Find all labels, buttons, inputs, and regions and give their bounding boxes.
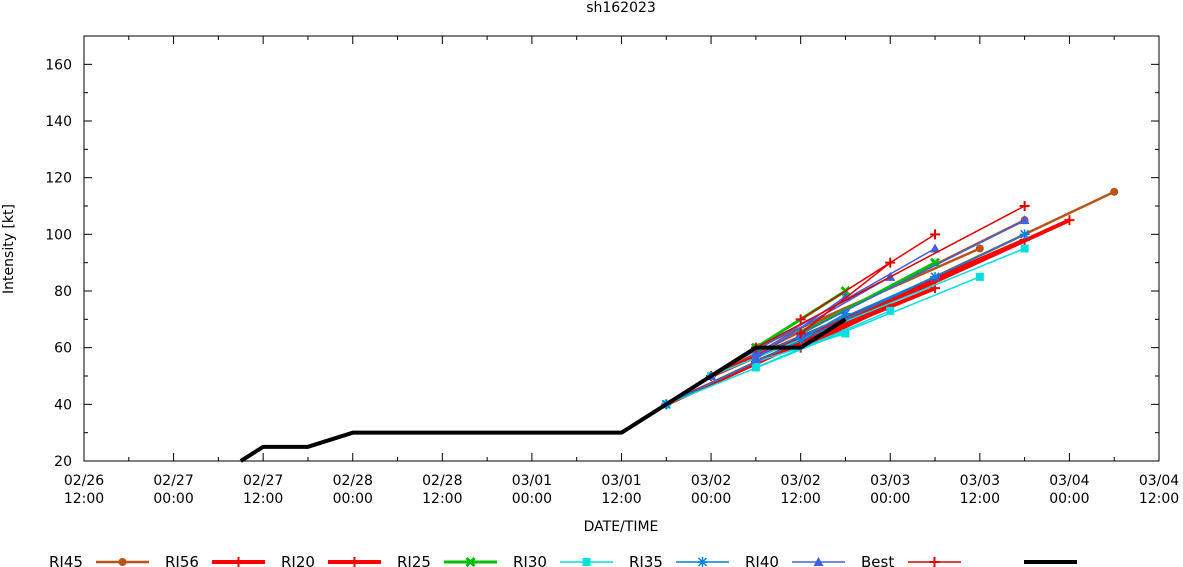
x-tick-label-date: 02/28: [422, 473, 462, 489]
data-point: [750, 354, 761, 363]
forecast-line: [800, 262, 891, 335]
data-point: [1020, 244, 1029, 253]
forecast-line: [755, 310, 891, 369]
forecast-line: [800, 233, 936, 320]
legend-label: RI40: [745, 553, 779, 567]
legend-label: Best: [861, 553, 894, 567]
legend-marker: [697, 557, 708, 567]
data-point: [841, 329, 850, 338]
legend-item: Best: [861, 553, 961, 567]
legend-label: RI45: [49, 553, 83, 567]
y-tick-label: 40: [54, 397, 72, 413]
x-tick-label-time: 12:00: [243, 491, 283, 507]
data-point: [1019, 229, 1030, 240]
x-tick-label-time: 00:00: [153, 491, 193, 507]
x-tick-label-date: 03/04: [1049, 473, 1089, 489]
legend-label: RI30: [513, 553, 547, 567]
data-point: [1064, 215, 1075, 226]
x-tick-label-time: 12:00: [780, 491, 820, 507]
data-point: [1110, 187, 1119, 196]
series-best: [750, 201, 1030, 353]
x-tick-label-time: 12:00: [422, 491, 462, 507]
forecast-line: [710, 247, 1025, 377]
x-tick-label-time: 00:00: [333, 491, 373, 507]
x-tick-label-date: 03/03: [960, 473, 1000, 489]
y-tick-label: 60: [54, 341, 72, 357]
data-point: [751, 363, 760, 372]
data-point: [795, 314, 806, 325]
data-point: [795, 334, 806, 345]
data-point: [930, 229, 941, 240]
data-point: [975, 244, 984, 253]
data-point: [750, 348, 761, 358]
data-point: [975, 272, 984, 281]
data-point: [929, 257, 941, 268]
data-point: [885, 257, 896, 268]
x-tick-label-date: 03/02: [780, 473, 820, 489]
x-tick-label-time: 00:00: [512, 491, 552, 507]
legend-marker: [118, 558, 127, 566]
legend-label: RI35: [629, 553, 663, 567]
x-tick-label-time: 12:00: [601, 491, 641, 507]
x-tick-label-date: 02/26: [64, 473, 104, 489]
x-tick-label-time: 00:00: [870, 491, 910, 507]
y-tick-label: 80: [54, 284, 72, 300]
data-point: [1019, 201, 1030, 211]
y-tick-label: 160: [45, 57, 72, 73]
legend-item: RI25: [397, 553, 497, 567]
x-tick-label-date: 03/01: [601, 473, 641, 489]
best-track-line: [239, 317, 847, 463]
data-point: [930, 271, 941, 282]
data-point: [840, 308, 851, 319]
x-tick-label-date: 02/28: [333, 473, 373, 489]
x-tick-label-date: 03/02: [691, 473, 731, 489]
chart-title: sh162023: [586, 0, 656, 16]
legend: RI45 RI56 RI20 RI25 RI30 RI35 RI40 Best: [49, 553, 1077, 567]
forecast-line: [800, 313, 846, 340]
plot-frame: [83, 35, 1160, 462]
legend-marker: [349, 557, 360, 567]
legend-item: RI45: [49, 553, 149, 567]
x-tick-label-date: 02/27: [153, 473, 193, 489]
data-point: [795, 328, 806, 339]
data-point: [1019, 215, 1030, 225]
x-tick-label-time: 12:00: [64, 491, 104, 507]
data-point: [930, 243, 941, 253]
x-tick-label-time: 12:00: [960, 491, 1000, 507]
x-tick-label-date: 03/03: [870, 473, 910, 489]
legend-marker: [813, 557, 824, 566]
axis-ticks: 20 40 60 80 100 120 140 160 02/26 12:00 02/27 00:00…: [45, 36, 1179, 507]
y-tick-label: 140: [45, 114, 72, 130]
forecast-line: [665, 233, 1025, 406]
y-tick-label: 120: [45, 171, 72, 187]
forecast-line: [755, 205, 1025, 349]
x-axis-label: DATE/TIME: [584, 519, 659, 535]
legend-item: RI20: [281, 553, 381, 567]
legend-item: RI30: [513, 553, 613, 567]
y-tick-label: 100: [45, 227, 72, 243]
legend-marker: [929, 557, 940, 567]
x-tick-label-date: 02/27: [243, 473, 283, 489]
x-tick-label-date: 03/04: [1139, 473, 1179, 489]
data-point: [886, 306, 895, 315]
series-layer: [239, 187, 1119, 463]
legend-label: RI56: [165, 553, 199, 567]
legend-item: RI40: [745, 553, 845, 567]
forecast-line: [800, 219, 1025, 335]
legend-label: RI20: [281, 553, 315, 567]
legend-item: RI35: [629, 553, 729, 567]
x-tick-label-date: 03/01: [512, 473, 552, 489]
y-tick-label: 20: [54, 454, 72, 470]
legend-marker: [465, 556, 476, 567]
y-axis-label: Intensity [kt]: [1, 204, 17, 294]
x-tick-label-time: 12:00: [1139, 491, 1179, 507]
x-tick-label-time: 00:00: [691, 491, 731, 507]
legend-item: RI56: [165, 553, 265, 567]
legend-marker: [233, 557, 244, 567]
legend-marker: [582, 558, 591, 566]
x-tick-label-time: 00:00: [1049, 491, 1089, 507]
legend-label: RI25: [397, 553, 431, 567]
